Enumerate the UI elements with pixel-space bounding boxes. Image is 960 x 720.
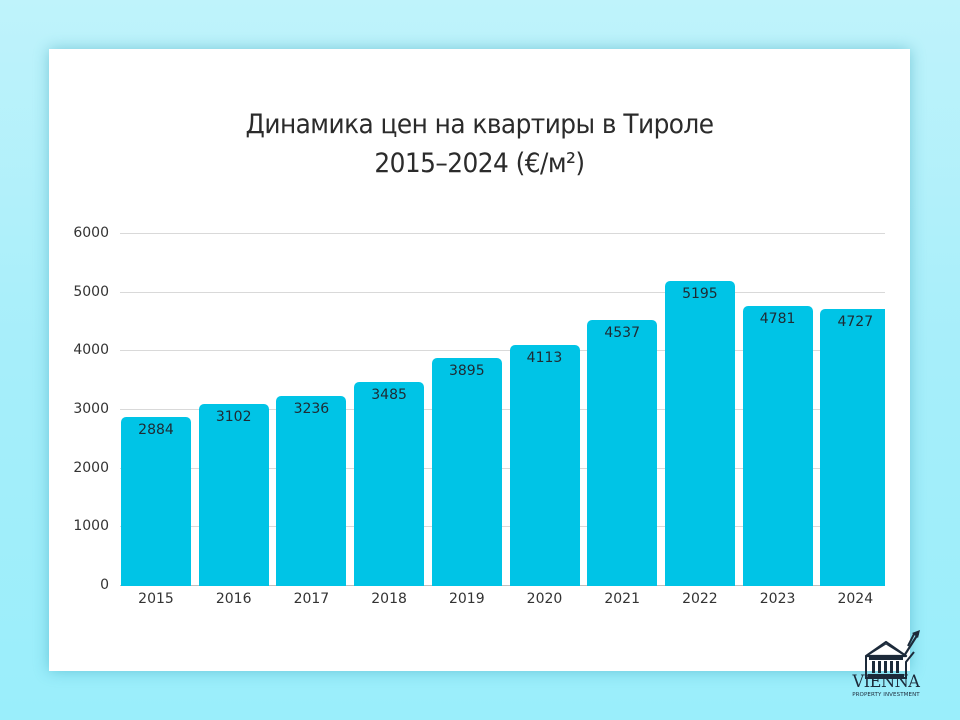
x-tick-label: 2020	[526, 591, 563, 607]
gridline	[120, 409, 885, 410]
x-tick-label: 2016	[215, 591, 252, 607]
gridline	[120, 291, 885, 293]
y-tick-label: 2000	[73, 459, 109, 476]
bar-2020: 4113	[509, 344, 580, 586]
x-tick-label: 2022	[682, 591, 718, 607]
bar-2022: 5195	[664, 281, 735, 586]
chart-title-line-2: 2015–2024 (€/м²)	[374, 148, 585, 179]
y-tick-label: 4000	[73, 342, 109, 359]
bar-value-label: 3236	[293, 401, 330, 418]
x-tick-label: 2015	[138, 591, 174, 607]
y-tick-label: 3000	[73, 401, 109, 417]
x-tick-label: 2023	[759, 591, 796, 607]
x-tick-label: 2021	[604, 591, 640, 607]
bar-value-label: 4781	[759, 310, 796, 327]
gridline	[120, 467, 885, 469]
y-tick-label: 5000	[73, 283, 109, 300]
gridline	[120, 350, 885, 352]
x-tick-label: 2018	[371, 591, 407, 607]
gridline	[120, 585, 885, 586]
bar-2024: 4727	[820, 308, 885, 586]
y-tick-label: 0	[100, 577, 109, 593]
bar-value-label: 4113	[526, 349, 563, 366]
bar-2023: 4781	[742, 305, 813, 586]
gridline	[120, 526, 885, 528]
y-tick-label: 1000	[73, 518, 109, 535]
chart-title: Динамика цен на квартиры в Тироле 2015–2…	[83, 105, 875, 183]
x-tick-label: 2024	[837, 591, 874, 607]
x-tick-label: 2019	[448, 591, 485, 607]
bar-2021: 4537	[587, 319, 658, 586]
bar-2015: 2884	[121, 416, 191, 586]
chart-title-line-1: Динамика цен на квартиры в Тироле	[245, 109, 715, 140]
bar-value-label: 2884	[138, 421, 174, 438]
bar-2016: 3102	[198, 404, 269, 586]
bar-value-label: 3485	[371, 386, 407, 403]
chart-card: Динамика цен на квартиры в Тироле 2015–2…	[49, 49, 910, 671]
bar-value-label: 4537	[604, 324, 640, 341]
bar-value-label: 3102	[215, 409, 252, 426]
y-tick-label: 6000	[73, 225, 109, 241]
bar-2017: 3236	[276, 396, 347, 586]
brand-name: VIENNA	[852, 672, 920, 692]
gridline	[120, 233, 885, 234]
bank-building-with-rising-arrow-icon	[864, 630, 920, 679]
bar-value-label: 3895	[448, 362, 485, 379]
brand-subtitle: PROPERTY INVESTMENT	[852, 692, 920, 698]
plot-area: 2884 3102 3236 3485 3895 4113 4537 5195 4781 4727	[120, 233, 885, 586]
bar-2018: 3485	[354, 381, 425, 586]
bar-value-label: 4727	[837, 313, 874, 330]
x-tick-label: 2017	[293, 591, 330, 607]
bar-value-label: 5195	[682, 286, 718, 303]
bar-2019: 3895	[431, 357, 502, 586]
